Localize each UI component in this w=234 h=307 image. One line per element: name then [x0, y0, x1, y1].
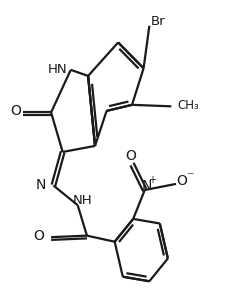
Text: Br: Br — [151, 15, 166, 28]
Text: O: O — [10, 104, 21, 118]
Text: N: N — [36, 177, 46, 192]
Text: ⁻: ⁻ — [186, 170, 194, 184]
Text: +: + — [148, 175, 156, 185]
Text: O: O — [176, 174, 187, 188]
Text: CH₃: CH₃ — [177, 99, 199, 112]
Text: HN: HN — [48, 63, 68, 76]
Text: N: N — [141, 179, 152, 193]
Text: O: O — [125, 149, 136, 163]
Text: NH: NH — [73, 194, 92, 207]
Text: O: O — [33, 229, 44, 243]
